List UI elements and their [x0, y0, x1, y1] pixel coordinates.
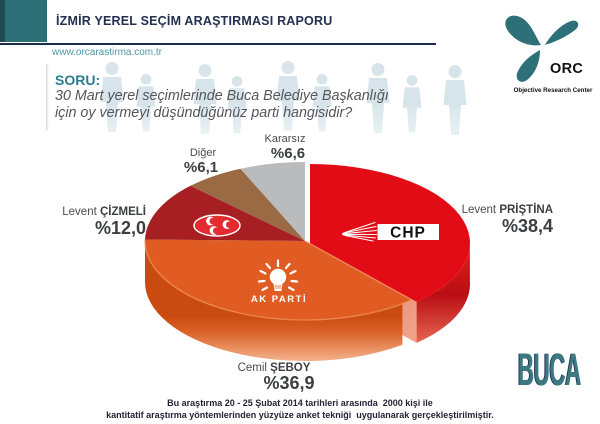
svg-text:AK PARTİ: AK PARTİ — [251, 294, 307, 305]
svg-text:Objective Research Center: Objective Research Center — [514, 87, 593, 94]
svg-text:CHP: CHP — [390, 225, 426, 242]
svg-text:ORC: ORC — [550, 61, 583, 77]
